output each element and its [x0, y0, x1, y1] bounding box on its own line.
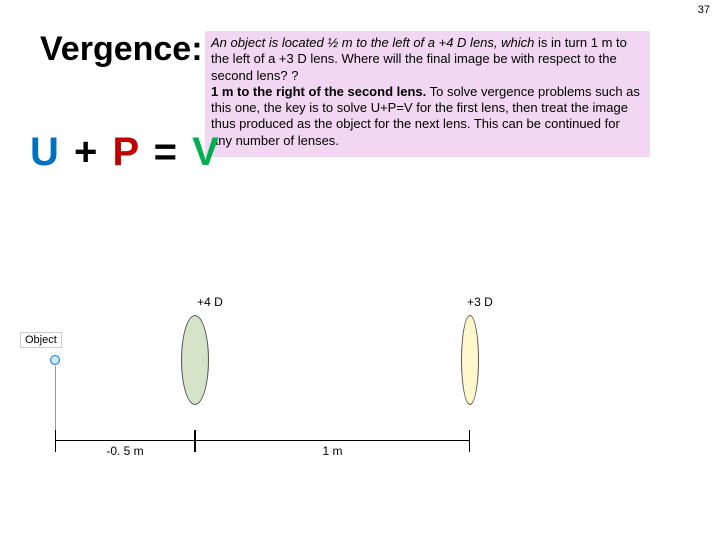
- formula-u: U: [30, 130, 61, 174]
- formula-plus: +: [74, 130, 99, 174]
- answer-lead: 1 m to the right of the second lens.: [211, 84, 426, 99]
- measure2-label: 1 m: [195, 444, 470, 458]
- lens1-label: +4 D: [180, 295, 240, 309]
- measure1-label: -0. 5 m: [55, 444, 195, 458]
- question-line1: An object is located ½ m to the left of …: [211, 35, 534, 50]
- page-number: 37: [698, 4, 710, 16]
- lens2-label: +3 D: [450, 295, 510, 309]
- object-guide-line: [55, 366, 56, 440]
- object-dot: [50, 355, 60, 365]
- formula-v: V: [192, 130, 221, 174]
- formula-p: P: [113, 130, 141, 174]
- page-title: Vergence:: [40, 30, 203, 69]
- optics-diagram: +4 D +3 D Object -0. 5 m 1 m: [0, 300, 720, 520]
- lens2-shape: [461, 315, 479, 405]
- lens1-shape: [181, 315, 209, 405]
- vergence-formula: U + P = V: [30, 130, 221, 175]
- problem-textbox: An object is located ½ m to the left of …: [205, 31, 650, 157]
- formula-eq: =: [154, 130, 179, 174]
- object-label: Object: [20, 332, 62, 348]
